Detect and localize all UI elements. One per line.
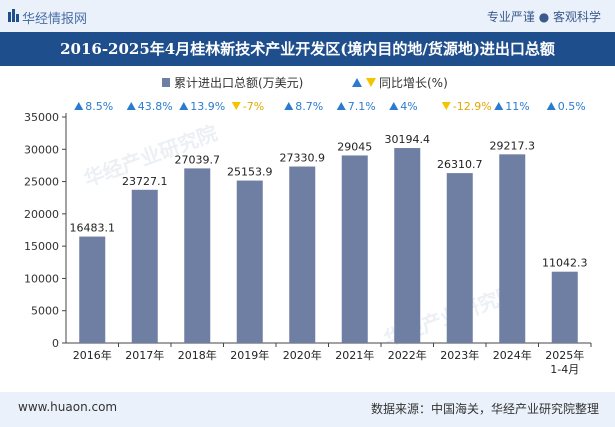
x-tick-label: 2021年 bbox=[335, 348, 374, 362]
legend-bar-label: 累计进出口总额(万美元) bbox=[174, 76, 303, 90]
growth-up-icon bbox=[494, 102, 504, 110]
bar bbox=[131, 189, 158, 343]
y-tick-label: 15000 bbox=[24, 240, 59, 253]
x-tick-label: 2023年 bbox=[440, 348, 479, 362]
header-tags: 专业严谨 ● 客观科学 bbox=[486, 10, 601, 24]
bar bbox=[79, 236, 106, 343]
bar bbox=[499, 154, 526, 343]
growth-up-icon bbox=[74, 102, 84, 110]
bar bbox=[289, 166, 316, 343]
growth-label: 13.9% bbox=[190, 100, 225, 113]
data-source: 数据来源：中国海关，华经产业研究院整理 bbox=[370, 402, 599, 416]
x-tick-label: 2025年 bbox=[545, 348, 584, 362]
y-tick-label: 35000 bbox=[24, 111, 59, 124]
top-bar bbox=[0, 0, 615, 32]
y-tick-label: 20000 bbox=[24, 208, 59, 221]
data-label: 11042.3 bbox=[542, 257, 588, 270]
bar bbox=[446, 173, 473, 343]
x-tick-label: 2019年 bbox=[230, 348, 269, 362]
growth-up-icon bbox=[284, 102, 294, 110]
growth-label: -12.9% bbox=[453, 100, 492, 113]
x-tick-label: 2018年 bbox=[178, 348, 217, 362]
logo-icon bbox=[8, 9, 19, 22]
y-tick-label: 10000 bbox=[24, 272, 59, 285]
growth-label: 43.8% bbox=[138, 100, 173, 113]
bar bbox=[184, 168, 211, 343]
x-tick-label: 2016年 bbox=[73, 348, 112, 362]
data-label: 27330.9 bbox=[280, 152, 326, 165]
data-label: 16483.1 bbox=[70, 222, 116, 235]
x-tick-label: 2020年 bbox=[283, 348, 322, 362]
data-label: 30194.4 bbox=[385, 133, 431, 146]
data-label: 25153.9 bbox=[227, 166, 273, 179]
growth-up-icon bbox=[336, 102, 346, 110]
growth-up-icon bbox=[179, 102, 189, 110]
y-tick-label: 30000 bbox=[24, 143, 59, 156]
legend-up-triangle-icon bbox=[352, 78, 362, 87]
growth-down-icon bbox=[441, 102, 451, 110]
growth-label: 0.5% bbox=[558, 100, 586, 113]
title-bar bbox=[0, 32, 615, 66]
growth-up-icon bbox=[389, 102, 399, 110]
y-tick-label: 25000 bbox=[24, 176, 59, 189]
legend-down-triangle-icon bbox=[366, 78, 376, 87]
x-tick-label: 2022年 bbox=[388, 348, 427, 362]
legend-growth-label: 同比增长(%) bbox=[379, 76, 448, 90]
bar-chart: 累计进出口总额(万美元) 同比增长(%) 0 5000 10000 15000 20000 2… bbox=[24, 76, 592, 376]
brand-name: 华经情报网 bbox=[22, 12, 88, 27]
growth-label: 11% bbox=[505, 100, 529, 113]
data-label: 29045 bbox=[337, 140, 372, 153]
bar bbox=[236, 180, 263, 343]
legend-bar-swatch bbox=[162, 78, 170, 87]
data-label: 27039.7 bbox=[175, 153, 221, 166]
data-label: 26310.7 bbox=[437, 158, 483, 171]
bar bbox=[341, 155, 368, 343]
growth-label: 7.1% bbox=[348, 100, 376, 113]
growth-label: -7% bbox=[243, 100, 264, 113]
chart-title: 2016-2025年4月桂林新技术产业开发区(境内目的地/货源地)进出口总额 bbox=[60, 40, 555, 58]
growth-up-icon bbox=[546, 102, 556, 110]
x-tick-label: 1-4月 bbox=[550, 363, 579, 376]
growth-label: 8.7% bbox=[295, 100, 323, 113]
footer-bar bbox=[0, 392, 615, 427]
y-tick-label: 0 bbox=[52, 337, 59, 350]
data-label: 29217.3 bbox=[490, 139, 536, 152]
growth-label: 4% bbox=[400, 100, 417, 113]
data-label: 23727.1 bbox=[122, 175, 168, 188]
x-tick-label: 2024年 bbox=[493, 348, 532, 362]
growth-down-icon bbox=[231, 102, 241, 110]
y-tick-label: 5000 bbox=[31, 305, 59, 318]
x-tick-label: 2017年 bbox=[125, 348, 164, 362]
bar bbox=[394, 148, 421, 343]
bar bbox=[551, 271, 578, 343]
growth-label: 8.5% bbox=[85, 100, 113, 113]
site-url: www.huaon.com bbox=[18, 400, 118, 414]
growth-up-icon bbox=[126, 102, 136, 110]
